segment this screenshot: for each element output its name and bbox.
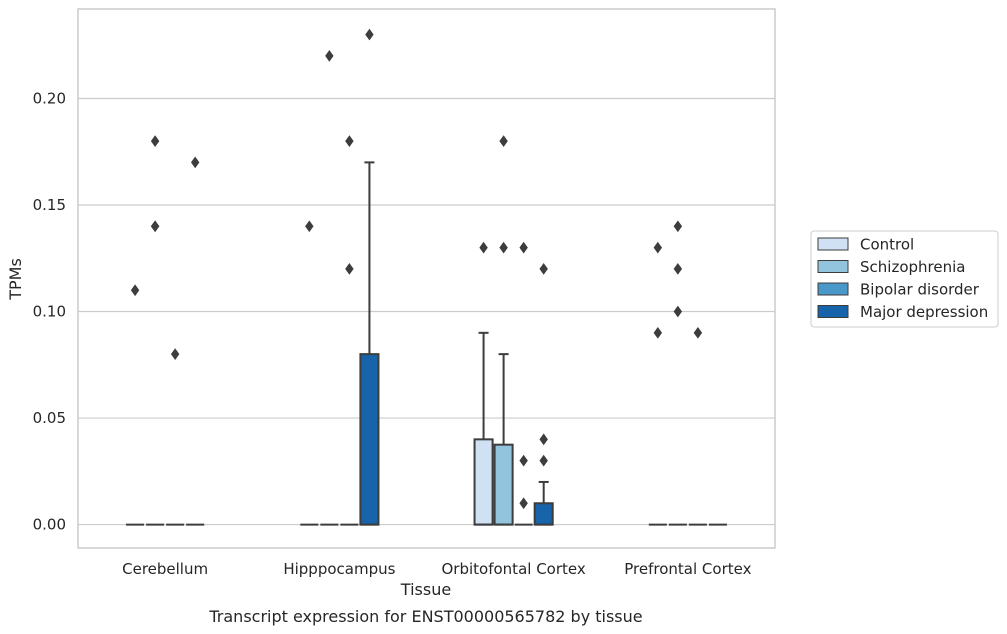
y-tick-label: 0.20 — [33, 89, 66, 107]
legend-swatch — [817, 260, 849, 273]
box-cerebellum-bipolar-disorder — [166, 348, 185, 526]
outlier-point — [499, 241, 508, 254]
legend-label: Control — [860, 236, 914, 254]
box-prefrontal-cortex-schizophrenia — [668, 220, 687, 526]
x-axis-label: Tissue — [400, 580, 451, 599]
outlier-point — [519, 241, 528, 254]
y-tick-label: 0.10 — [33, 303, 66, 321]
plot-frame — [77, 8, 776, 549]
legend: Control Schizophrenia Bipolar disorder Majo… — [810, 230, 999, 328]
box-cerebellum-control — [126, 284, 145, 526]
chart-title: Transcript expression for ENST0000056578… — [208, 607, 642, 626]
outlier-point — [150, 135, 160, 147]
box — [473, 438, 494, 526]
outlier-point — [170, 348, 180, 360]
y-tick-label: 0.05 — [33, 409, 66, 427]
x-tick-label: Prefrontal Cortex — [624, 560, 751, 578]
y-tick-label: 0.15 — [33, 196, 66, 214]
outlier-point — [673, 305, 683, 318]
outlier-point — [539, 263, 548, 275]
outlier-point — [365, 28, 374, 41]
outlier-point — [653, 241, 663, 254]
legend-label: Major depression — [860, 303, 988, 321]
legend-swatch — [817, 237, 849, 251]
legend-label: Schizophrenia — [860, 258, 965, 276]
box-hipppocampus-control — [300, 220, 319, 526]
outlier-point — [539, 454, 548, 467]
outlier-point — [519, 454, 528, 467]
box-prefrontal-cortex-control — [648, 241, 667, 526]
outlier-point — [653, 326, 663, 339]
outlier-point — [539, 433, 548, 446]
outlier-point — [499, 135, 508, 147]
outlier-point — [190, 156, 200, 169]
box-orbitofontal-cortex-schizophrenia — [493, 135, 514, 526]
x-tick-labels: Cerebellum Hipppocampus Orbitofontal Corte… — [122, 560, 751, 578]
outlier-point — [345, 263, 354, 275]
box-hipppocampus-schizophrenia — [320, 50, 339, 526]
box — [533, 502, 554, 526]
box-plots — [126, 28, 727, 526]
outlier-point — [325, 50, 334, 62]
box-prefrontal-cortex-bipolar-disorder — [688, 326, 707, 526]
legend-swatch — [817, 282, 849, 296]
outlier-point — [305, 220, 314, 233]
box — [493, 443, 514, 526]
x-tick-label: Hipppocampus — [283, 560, 395, 578]
outlier-point — [519, 497, 528, 510]
box-orbitofontal-cortex-control — [473, 241, 494, 526]
y-axis-label: TPMs — [6, 258, 25, 301]
box-hipppocampus-major-depression — [359, 28, 380, 526]
x-tick-label: Orbitofontal Cortex — [442, 560, 586, 578]
outlier-point — [693, 326, 703, 339]
outlier-point — [150, 220, 160, 233]
y-tick-labels: 0.00 0.05 0.10 0.15 0.20 — [33, 89, 66, 533]
box-cerebellum-major-depression — [186, 156, 205, 526]
legend-frame — [810, 230, 999, 328]
outlier-point — [345, 135, 354, 147]
legend-label: Bipolar disorder — [860, 281, 980, 299]
legend-swatch — [817, 305, 849, 318]
box-hipppocampus-bipolar-disorder — [340, 135, 359, 526]
outlier-point — [479, 241, 488, 254]
box-cerebellum-schizophrenia — [146, 135, 165, 526]
y-tick-label: 0.00 — [33, 516, 66, 534]
x-tick-label: Cerebellum — [122, 560, 208, 578]
box-orbitofontal-cortex-major-depression — [533, 263, 554, 526]
box-orbitofontal-cortex-bipolar-disorder — [514, 241, 533, 526]
grid-lines — [78, 97, 775, 526]
outlier-point — [673, 220, 683, 233]
outlier-point — [673, 263, 683, 275]
outlier-point — [130, 284, 140, 297]
box — [359, 353, 380, 526]
